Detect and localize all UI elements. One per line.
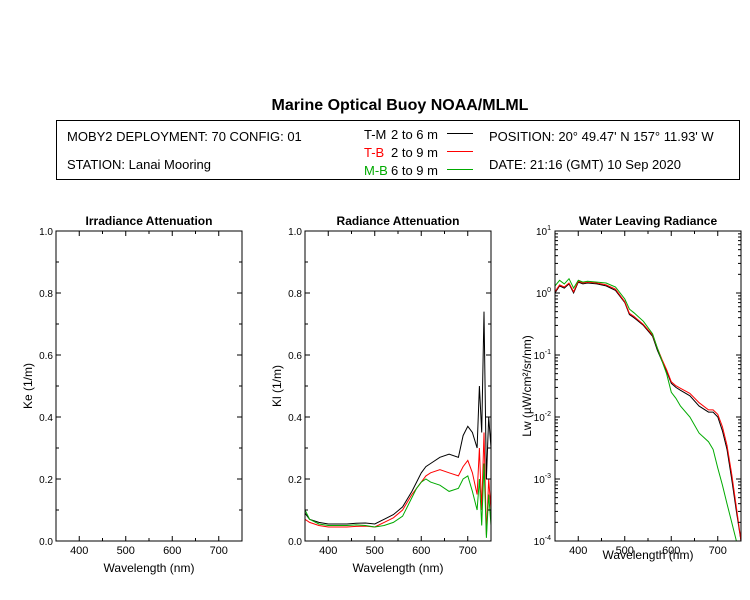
x-axis-label: Wavelength (nm) — [353, 561, 444, 575]
x-tick-label: 700 — [210, 545, 228, 557]
series-line — [305, 311, 491, 525]
x-tick-label: 700 — [709, 545, 727, 557]
y-axis-label: Lw (µW/cm²/sr/nm) — [520, 335, 534, 437]
series-line — [305, 432, 491, 535]
legend-range-tm: 2 to 6 m — [391, 127, 438, 142]
y-tick-label: 0.2 — [288, 475, 302, 486]
y-axis-label: Kl (1/m) — [270, 365, 284, 407]
chart-title: Irradiance Attenuation — [86, 214, 213, 228]
x-axis-label: Wavelength (nm) — [104, 561, 195, 575]
y-tick-label: 0.6 — [288, 351, 302, 362]
x-tick-label: 500 — [616, 545, 634, 557]
y-tick-label: 1.0 — [39, 227, 53, 238]
info-box: MOBY2 DEPLOYMENT: 70 CONFIG: 01 STATION:… — [56, 120, 740, 180]
y-tick-label: 101 — [536, 225, 551, 238]
legend-code-mb: M-B — [364, 163, 388, 178]
legend-line-mb — [447, 169, 473, 170]
x-tick-label: 400 — [569, 545, 587, 557]
y-tick-label: 0.0 — [39, 537, 53, 548]
y-tick-label: 0.4 — [39, 413, 53, 424]
y-axis-label: Ke (1/m) — [21, 363, 35, 409]
series-line — [305, 463, 491, 538]
x-tick-label: 500 — [366, 545, 384, 557]
position-text: POSITION: 20° 49.47' N 157° 11.93' W — [489, 129, 714, 144]
chart-title: Water Leaving Radiance — [579, 214, 718, 228]
plot-frame — [554, 230, 742, 542]
plot-frame — [304, 230, 492, 542]
legend-code-tm: T-M — [364, 127, 387, 142]
y-tick-label: 0.8 — [39, 289, 53, 300]
legend-range-tb: 2 to 9 m — [391, 145, 438, 160]
x-tick-label: 500 — [117, 545, 135, 557]
y-tick-label: 0.8 — [288, 289, 302, 300]
y-tick-label: 0.2 — [39, 475, 53, 486]
y-tick-label: 1.0 — [288, 227, 302, 238]
y-tick-label: 100 — [536, 287, 551, 300]
y-tick-label: 10-2 — [534, 411, 551, 424]
y-tick-label: 10-3 — [534, 473, 551, 486]
plot-frame — [55, 230, 243, 542]
legend-range-mb: 6 to 9 m — [391, 163, 438, 178]
series-line — [555, 277, 741, 541]
x-tick-label: 400 — [70, 545, 88, 557]
y-tick-label: 0.6 — [39, 351, 53, 362]
y-tick-label: 0.4 — [288, 413, 302, 424]
chart-title: Radiance Attenuation — [337, 214, 460, 228]
y-tick-label: 10-1 — [534, 349, 551, 362]
y-tick-label: 10-4 — [534, 535, 551, 548]
x-tick-label: 400 — [319, 545, 337, 557]
station-text: STATION: Lanai Mooring — [67, 157, 212, 172]
date-text: DATE: 21:16 (GMT) 10 Sep 2020 — [489, 157, 681, 172]
x-tick-label: 600 — [662, 545, 680, 557]
legend-line-tm — [447, 133, 473, 134]
series-line — [555, 280, 741, 541]
x-tick-label: 600 — [163, 545, 181, 557]
x-axis-label: Wavelength (nm) — [603, 548, 694, 562]
legend-line-tb — [447, 151, 473, 152]
y-tick-label: 0.0 — [288, 537, 302, 548]
page-title: Marine Optical Buoy NOAA/MLML — [271, 97, 529, 114]
legend-code-tb: T-B — [364, 145, 385, 160]
deployment-text: MOBY2 DEPLOYMENT: 70 CONFIG: 01 — [67, 129, 302, 144]
series-line — [555, 281, 741, 541]
x-tick-label: 600 — [412, 545, 430, 557]
x-tick-label: 700 — [459, 545, 477, 557]
